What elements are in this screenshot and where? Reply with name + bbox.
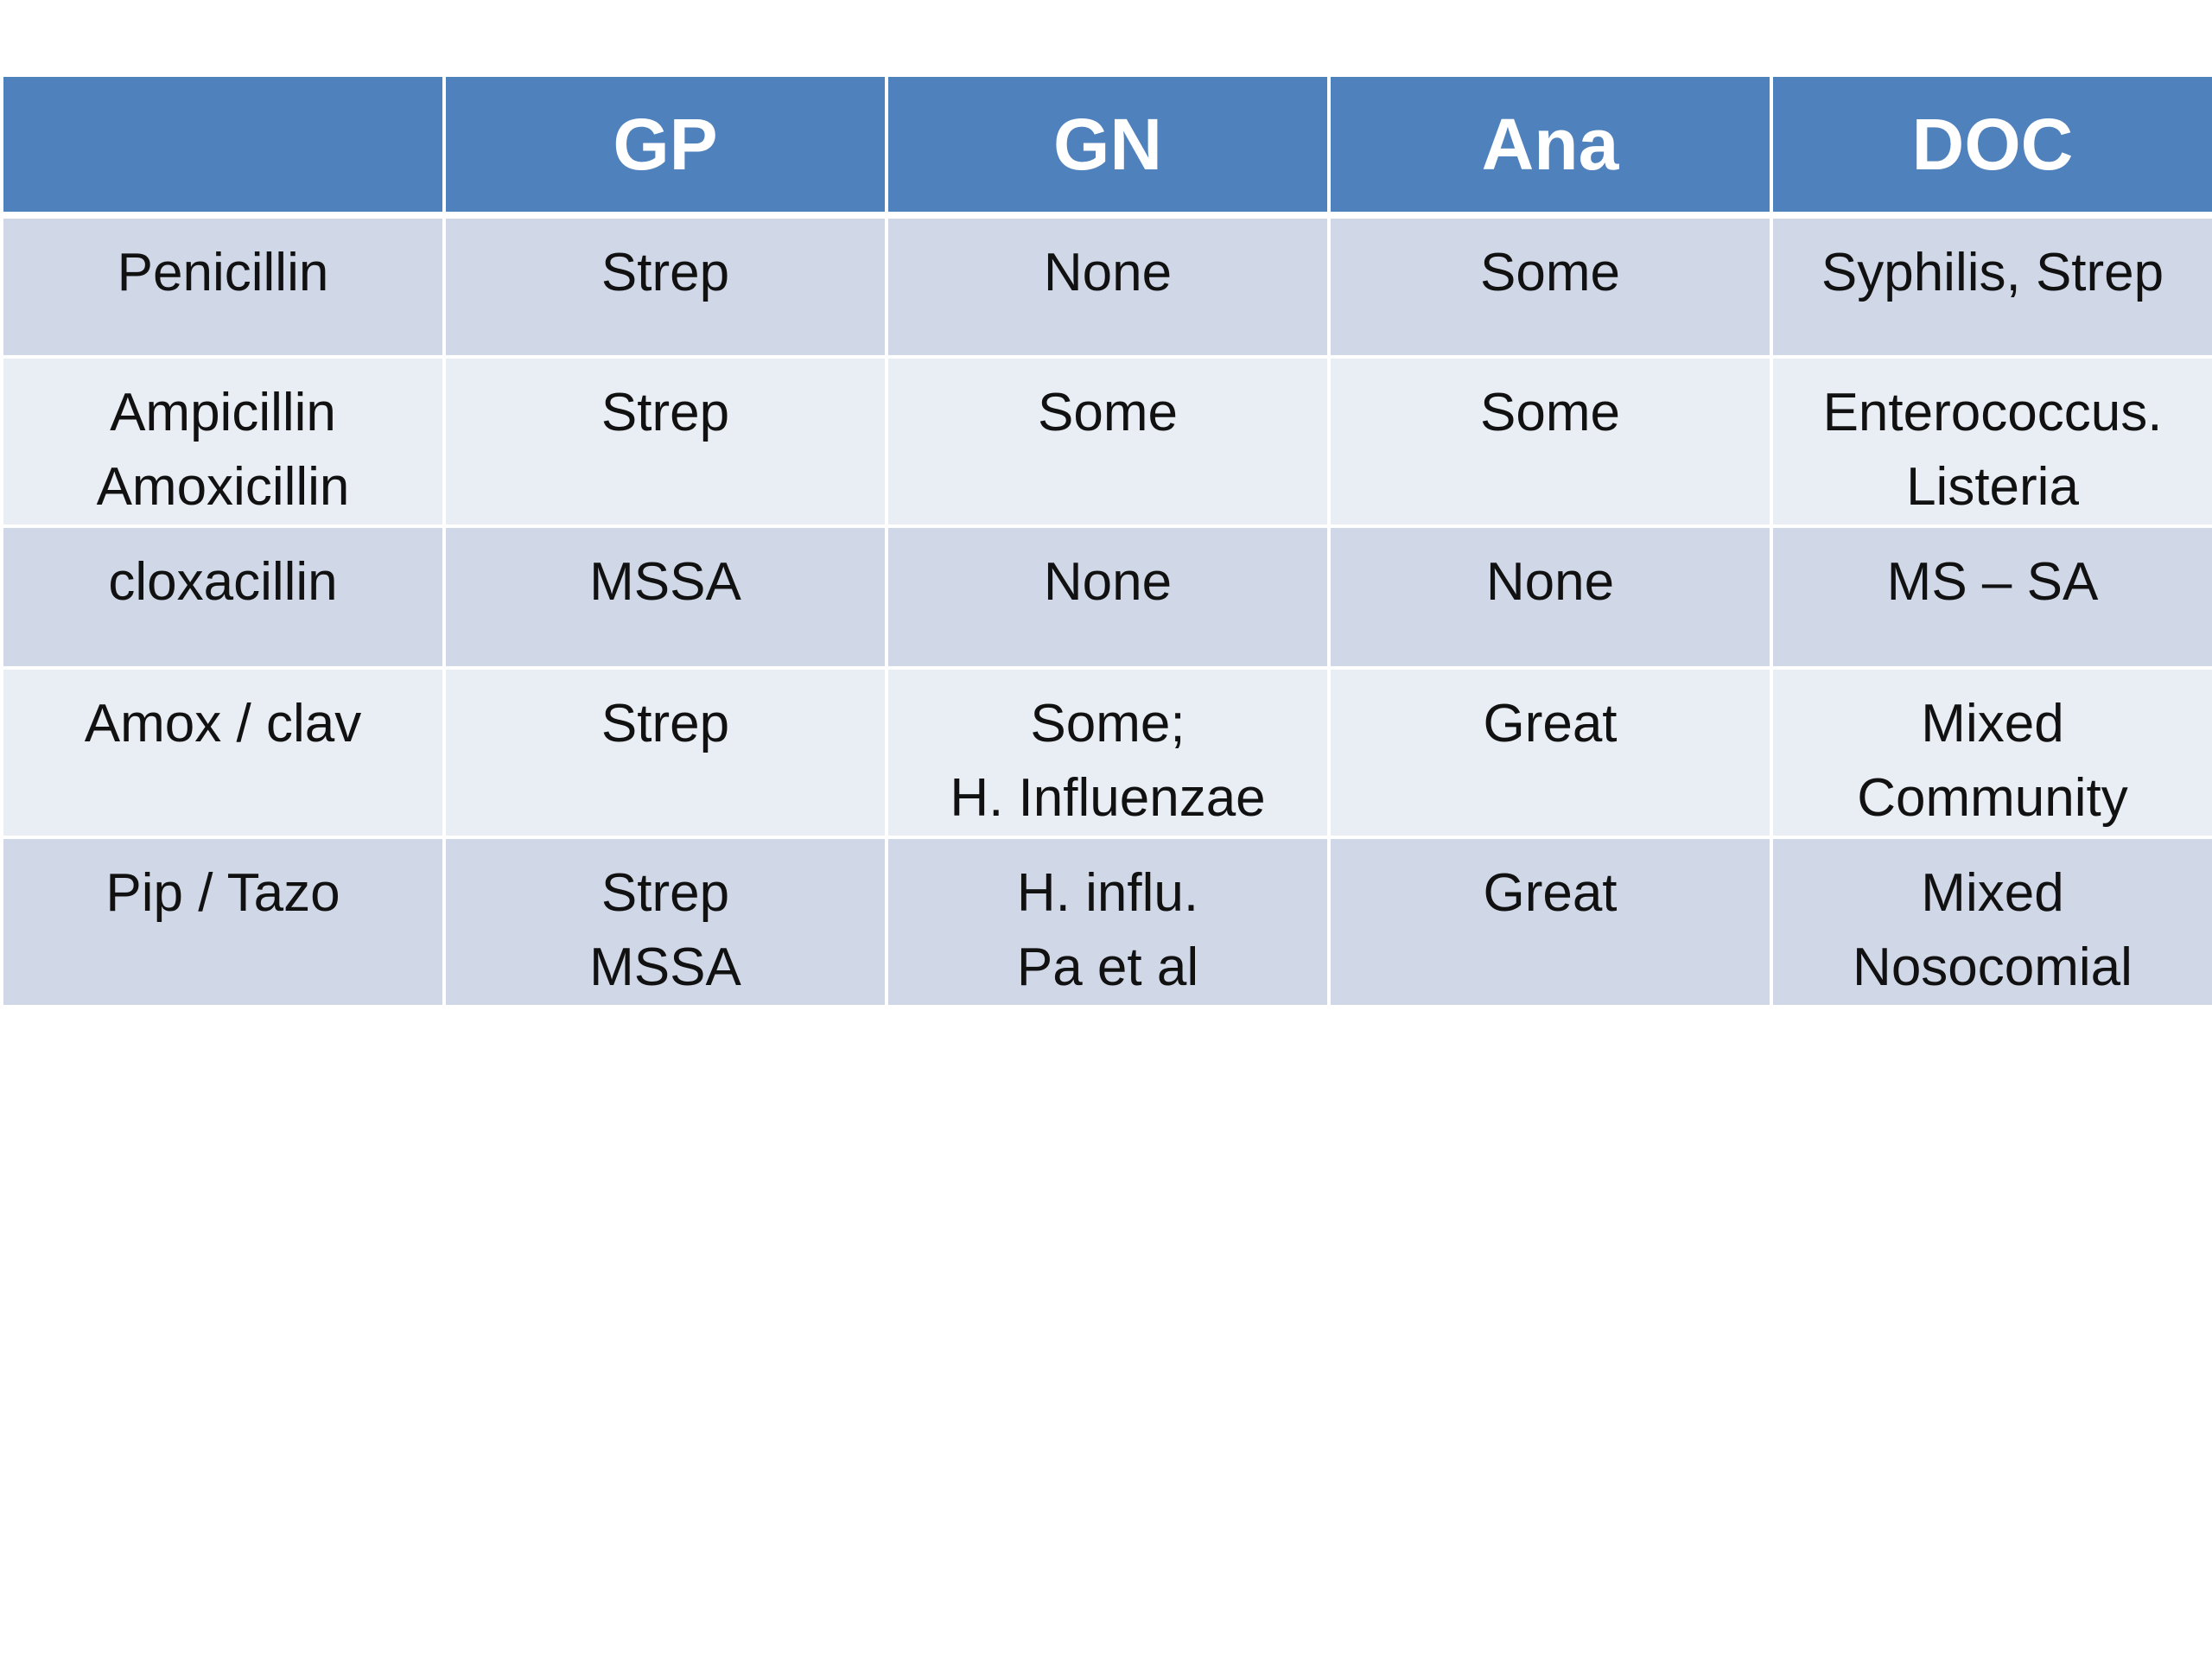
gn-cell: H. influ. Pa et al (885, 836, 1331, 1008)
cell-line: None (1043, 243, 1173, 302)
cell-line: MSSA (589, 938, 741, 997)
gp-cell: Strep (442, 355, 888, 528)
gp-cell: Strep MSSA (442, 836, 888, 1008)
cell-line: Great (1483, 694, 1618, 753)
cell-line: Enterococcus. (1822, 383, 2163, 442)
header-cell-doc: DOC (1770, 73, 2212, 219)
cell-line: Strep (601, 243, 730, 302)
drug-cell: cloxacillin (0, 524, 446, 670)
gp-cell: Strep (442, 213, 888, 359)
gn-cell: None (885, 213, 1331, 359)
cell-line: Syphilis, Strep (1821, 243, 2164, 302)
header-cell-gp: GP (442, 73, 888, 219)
table-row: Amox / clav Strep Some; H. Influenzae Gr… (0, 666, 2212, 839)
ana-cell: Great (1327, 836, 1773, 1008)
cell-line: Mixed (1921, 694, 2064, 753)
cell-line: Amoxicillin (96, 457, 350, 517)
doc-cell: Mixed Community (1770, 666, 2212, 839)
doc-cell: Enterococcus. Listeria (1770, 355, 2212, 528)
cell-line: Pip / Tazo (105, 863, 340, 923)
drug-cell: Penicillin (0, 213, 446, 359)
gn-cell: None (885, 524, 1331, 670)
cell-line: MS – SA (1886, 552, 2099, 612)
gn-cell: Some (885, 355, 1331, 528)
table-row: Penicillin Strep None Some Syphilis, Str… (0, 213, 2212, 359)
drug-cell: Ampicillin Amoxicillin (0, 355, 446, 528)
doc-cell: Syphilis, Strep (1770, 213, 2212, 359)
table-row: cloxacillin MSSA None None MS – SA (0, 524, 2212, 670)
cell-line: MSSA (589, 552, 741, 612)
gp-cell: MSSA (442, 524, 888, 670)
ana-cell: Great (1327, 666, 1773, 839)
cell-line: Strep (601, 694, 730, 753)
cell-line: H. influ. (1016, 863, 1199, 923)
cell-line: Some (1038, 383, 1178, 442)
cell-line: cloxacillin (108, 552, 338, 612)
ana-cell: Some (1327, 213, 1773, 359)
cell-line: Strep (601, 383, 730, 442)
cell-line: Amox / clav (84, 694, 362, 753)
cell-line: Mixed (1921, 863, 2064, 923)
header-cell-ana: Ana (1327, 73, 1773, 219)
antibiotic-table: GP GN Ana DOC Penicillin Strep None Some… (0, 73, 2212, 1008)
cell-line: Pa et al (1016, 938, 1199, 997)
doc-cell: MS – SA (1770, 524, 2212, 670)
drug-cell: Pip / Tazo (0, 836, 446, 1008)
cell-line: Community (1857, 768, 2128, 828)
cell-line: Some (1480, 383, 1620, 442)
ana-cell: None (1327, 524, 1773, 670)
gp-cell: Strep (442, 666, 888, 839)
cell-line: Some; (1030, 694, 1185, 753)
header-cell-blank (0, 73, 446, 219)
table-row: Pip / Tazo Strep MSSA H. influ. Pa et al… (0, 836, 2212, 1008)
gn-cell: Some; H. Influenzae (885, 666, 1331, 839)
drug-cell: Amox / clav (0, 666, 446, 839)
table-row: Ampicillin Amoxicillin Strep Some Some E… (0, 355, 2212, 528)
cell-line: Penicillin (117, 243, 329, 302)
cell-line: None (1043, 552, 1173, 612)
cell-line: Listeria (1906, 457, 2079, 517)
cell-line: Ampicillin (110, 383, 336, 442)
header-cell-gn: GN (885, 73, 1331, 219)
doc-cell: Mixed Nosocomial (1770, 836, 2212, 1008)
cell-line: Some (1480, 243, 1620, 302)
header-row: GP GN Ana DOC (0, 73, 2212, 219)
ana-cell: Some (1327, 355, 1773, 528)
cell-line: H. Influenzae (950, 768, 1266, 828)
cell-line: Great (1483, 863, 1618, 923)
cell-line: None (1485, 552, 1615, 612)
cell-line: Strep (601, 863, 730, 923)
cell-line: Nosocomial (1853, 938, 2133, 997)
